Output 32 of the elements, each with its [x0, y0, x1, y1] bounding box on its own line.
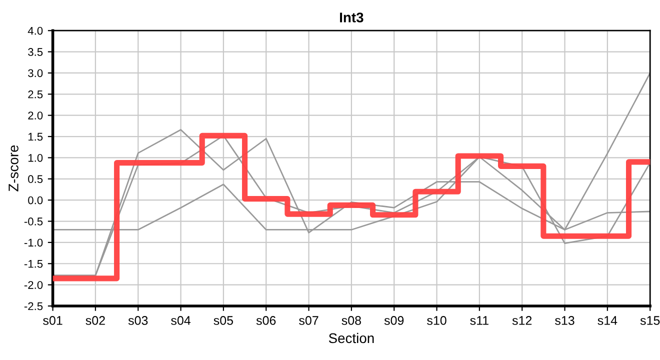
x-tick-label: s14: [598, 316, 618, 325]
y-tick-label: 1.5: [28, 132, 43, 141]
y-tick-label: 3.0: [28, 69, 43, 78]
y-tick-label: 2.0: [28, 112, 43, 120]
x-tick-label: s04: [171, 316, 191, 325]
x-tick-label: s01: [43, 316, 62, 325]
y-tick-label: -0.5: [24, 218, 43, 226]
x-tick-label: s12: [512, 316, 532, 325]
y-tick-label: -2.0: [24, 281, 43, 289]
y-tick-label: 2.5: [28, 90, 43, 98]
y-tick-label: 3.5: [28, 48, 43, 56]
chart-title: Int3: [340, 12, 364, 22]
y-tick-label: -1.5: [24, 260, 43, 268]
x-tick-label: s08: [342, 316, 361, 325]
x-tick-label: s11: [470, 316, 488, 325]
x-tick-label: s07: [299, 316, 318, 325]
y-tick-label: -1.0: [24, 238, 43, 247]
y-tick-label: 0.5: [28, 175, 43, 184]
x-tick-label: s13: [555, 316, 574, 325]
x-tick-label: s05: [214, 316, 234, 325]
y-tick-label: 4.0: [28, 26, 43, 35]
x-tick-label: s06: [256, 316, 276, 325]
y-tick-label: -2.5: [24, 302, 43, 310]
x-tick-label: s10: [427, 316, 446, 325]
x-tick-label: s09: [384, 316, 404, 325]
x-axis-title: Section: [328, 332, 374, 344]
y-axis-title: Z-score: [8, 145, 18, 192]
y-tick-label: 1.0: [28, 154, 43, 162]
x-tick-label: s02: [86, 316, 105, 325]
x-tick-label: s03: [128, 316, 148, 325]
x-tick-label: s15: [640, 316, 660, 325]
y-tick-label: 0.0: [28, 196, 43, 204]
